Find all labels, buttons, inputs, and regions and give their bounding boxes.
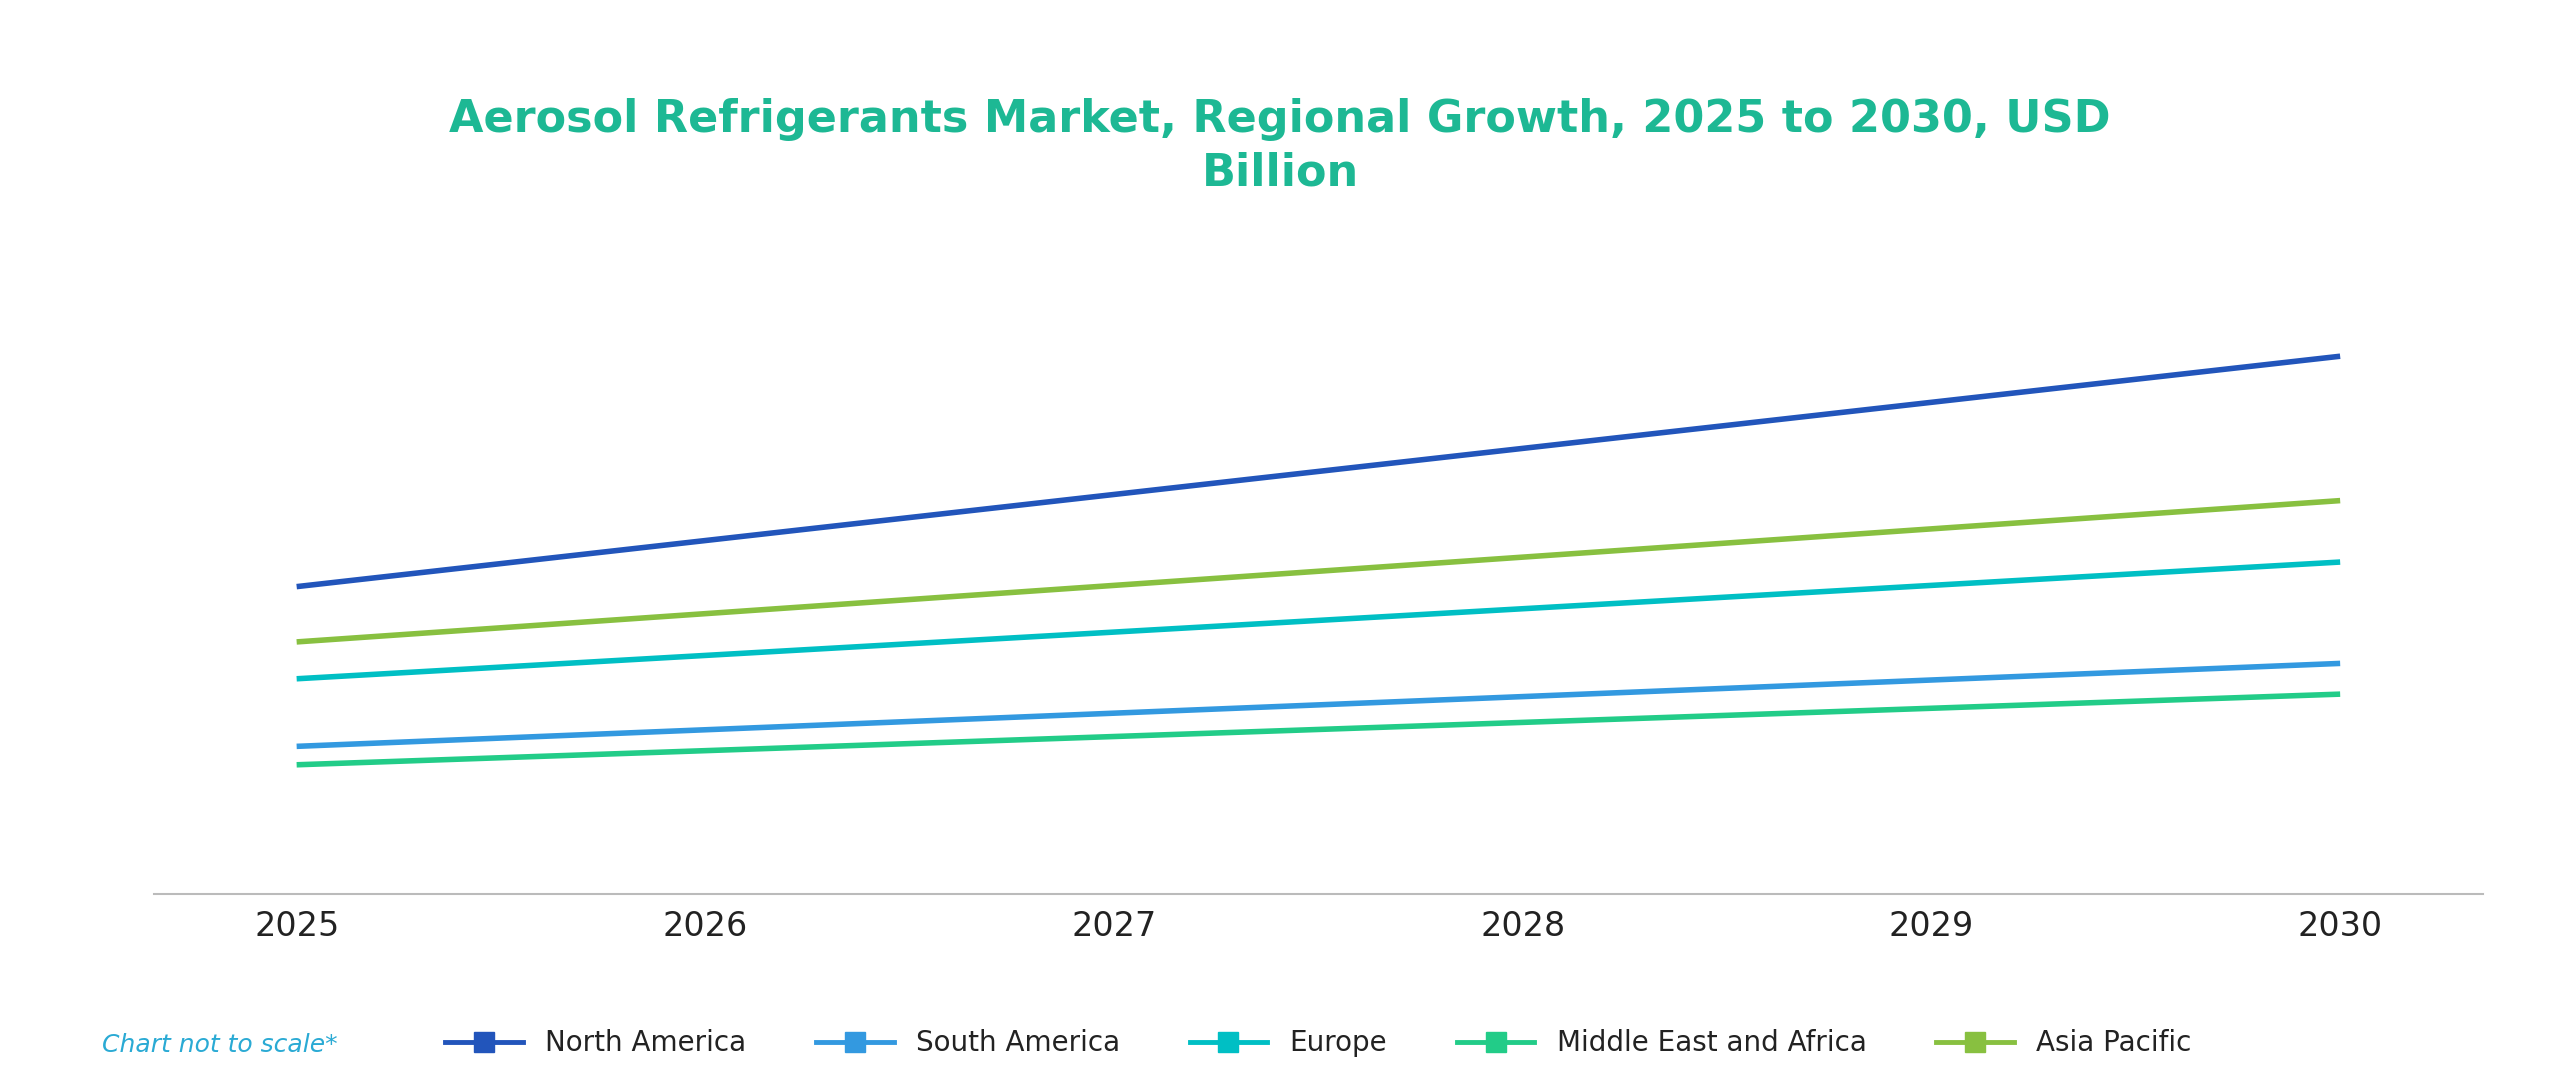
Legend: North America, South America, Europe, Middle East and Africa, Asia Pacific: North America, South America, Europe, Mi… bbox=[445, 1029, 2191, 1057]
Text: Aerosol Refrigerants Market, Regional Growth, 2025 to 2030, USD
Billion: Aerosol Refrigerants Market, Regional Gr… bbox=[448, 98, 2112, 194]
Text: Chart not to scale*: Chart not to scale* bbox=[102, 1033, 338, 1057]
